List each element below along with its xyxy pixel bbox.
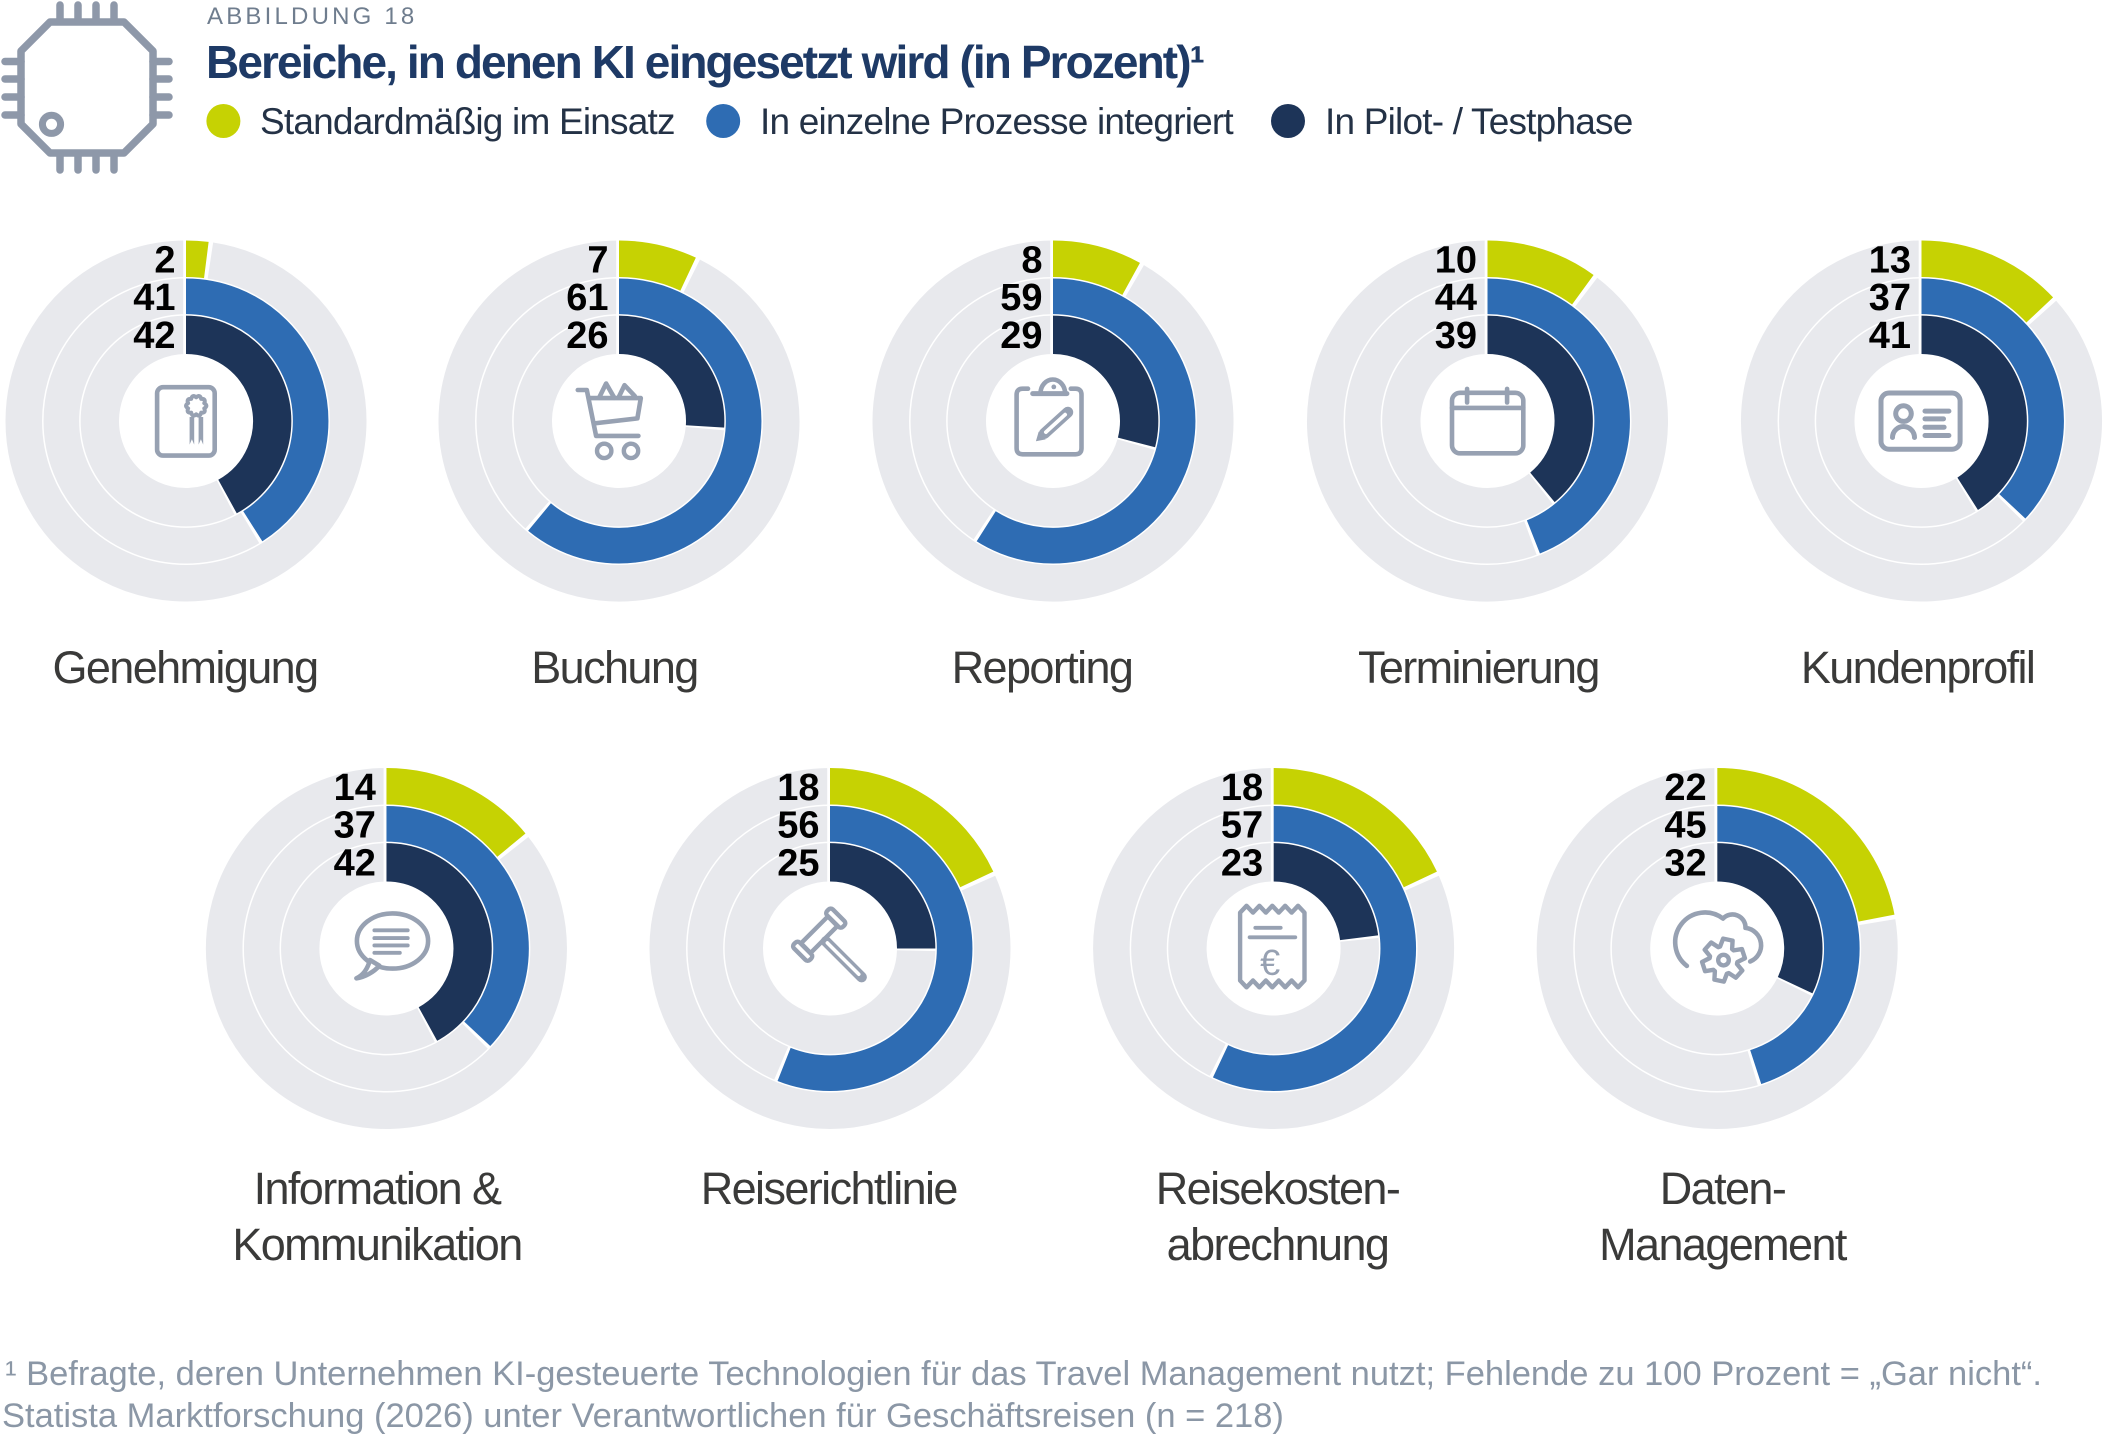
svg-text:41: 41 [1869,315,1911,357]
svg-text:37: 37 [334,804,376,846]
svg-text:abrechnung: abrechnung [1167,1219,1389,1270]
svg-text:56: 56 [777,804,819,846]
svg-text:25: 25 [777,842,819,884]
svg-text:44: 44 [1435,277,1477,319]
svg-text:18: 18 [1221,767,1263,809]
svg-text:45: 45 [1664,804,1706,846]
svg-text:Reiserichtlinie: Reiserichtlinie [701,1163,958,1214]
svg-text:Buchung: Buchung [531,642,697,693]
svg-text:18: 18 [777,767,819,809]
svg-text:Genehmigung: Genehmigung [52,642,317,693]
svg-text:39: 39 [1435,315,1477,357]
svg-text:Terminierung: Terminierung [1358,642,1599,693]
svg-text:Standardmäßig im Einsatz: Standardmäßig im Einsatz [260,101,675,142]
svg-text:Information &: Information & [254,1163,502,1214]
svg-text:42: 42 [334,842,376,884]
svg-text:57: 57 [1221,804,1263,846]
svg-text:ABBILDUNG 18: ABBILDUNG 18 [207,3,417,30]
svg-text:¹ Befragte, deren Unternehmen: ¹ Befragte, deren Unternehmen KI-gesteue… [5,1355,2042,1393]
svg-text:€: € [1260,942,1280,983]
svg-text:37: 37 [1869,277,1911,319]
svg-text:2: 2 [154,240,175,282]
svg-text:26: 26 [566,315,608,357]
svg-text:32: 32 [1664,842,1706,884]
svg-text:Kommunikation: Kommunikation [232,1219,521,1270]
svg-text:7: 7 [587,240,608,282]
svg-text:59: 59 [1000,277,1042,319]
svg-text:Bereiche, in denen KI eingeset: Bereiche, in denen KI eingesetzt wird (i… [206,36,1204,88]
svg-text:41: 41 [133,277,175,319]
svg-text:Kundenprofil: Kundenprofil [1801,642,2035,693]
svg-text:In einzelne Prozesse integrier: In einzelne Prozesse integriert [760,101,1234,142]
svg-text:14: 14 [334,767,376,809]
svg-text:10: 10 [1435,240,1477,282]
svg-text:Reisekosten-: Reisekosten- [1156,1163,1399,1214]
svg-text:29: 29 [1000,315,1042,357]
svg-text:8: 8 [1021,240,1042,282]
svg-text:Management: Management [1599,1219,1848,1270]
svg-text:Daten-: Daten- [1660,1163,1785,1214]
svg-text:22: 22 [1664,767,1706,809]
svg-text:In Pilot- / Testphase: In Pilot- / Testphase [1325,101,1632,142]
svg-text:Reporting: Reporting [952,642,1133,693]
svg-text:13: 13 [1869,240,1911,282]
svg-text:Statista Marktforschung (2026): Statista Marktforschung (2026) unter Ver… [2,1397,1284,1434]
svg-text:42: 42 [133,315,175,357]
svg-text:23: 23 [1221,842,1263,884]
svg-text:61: 61 [566,277,608,319]
